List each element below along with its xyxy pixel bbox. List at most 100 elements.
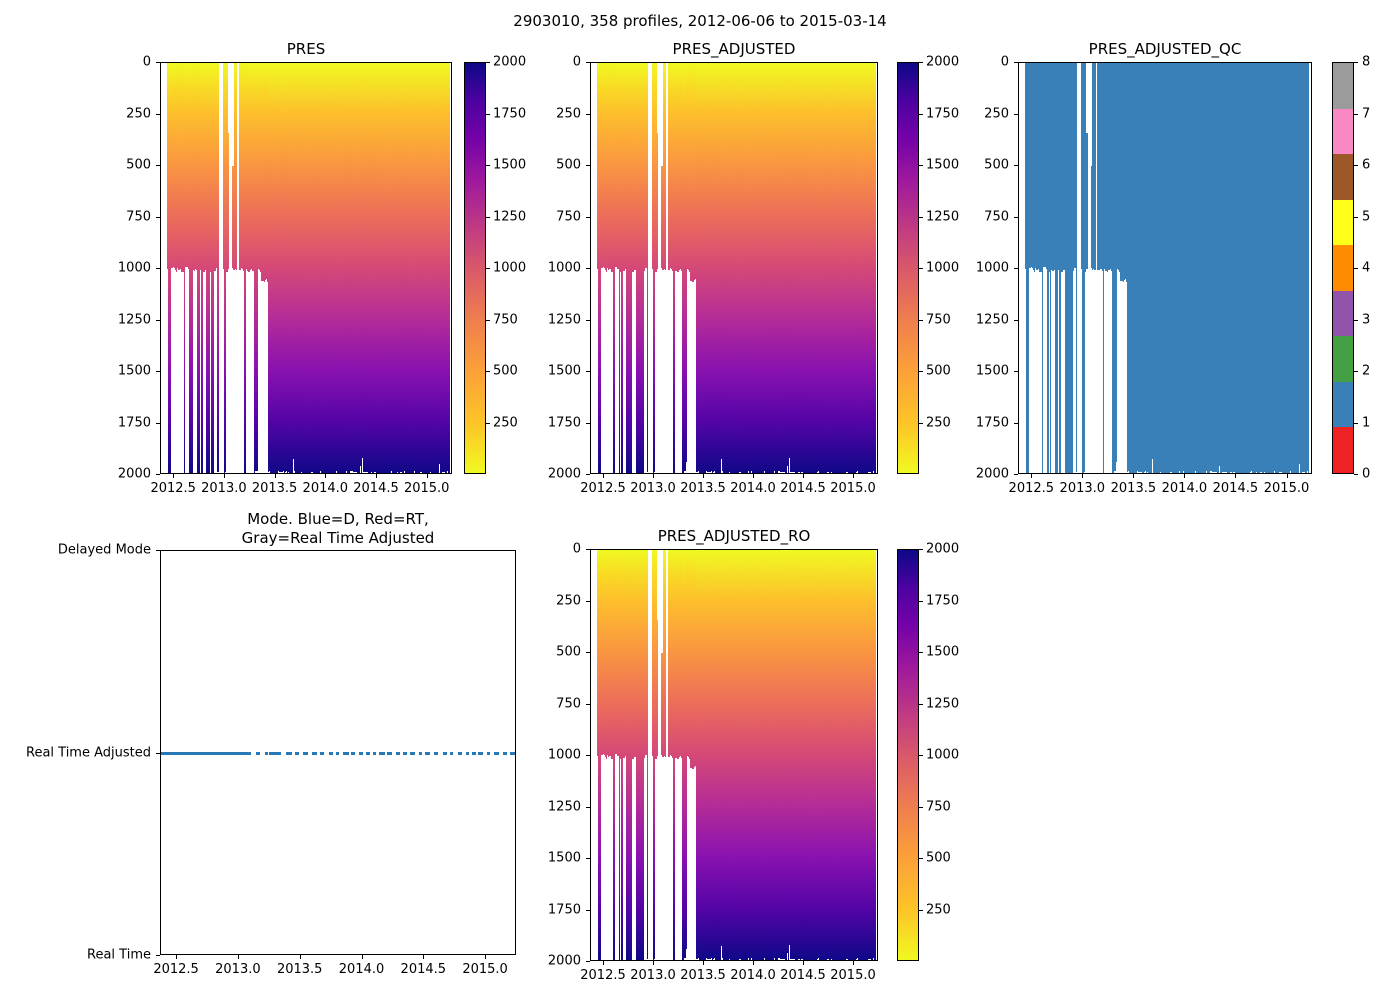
- mode-line-dash: [285, 752, 292, 755]
- colorbar-pres: [464, 62, 486, 474]
- colorbar-pres-tick: [486, 216, 490, 218]
- mode-line-dash: [410, 752, 415, 755]
- plot-pres-adjusted[interactable]: [590, 62, 878, 474]
- pres-adjusted-ytick: [586, 371, 590, 373]
- plot-pres-adjusted-qc[interactable]: [1018, 62, 1312, 474]
- pres-adjusted-ro-ytick: [586, 806, 590, 808]
- pres-xtick: [426, 474, 428, 478]
- mode-line-dash: [434, 752, 439, 755]
- pres-xticklabel: 2012.5: [150, 481, 196, 496]
- colorbar-qc-tick: [1354, 216, 1358, 218]
- heatmap-field-pres-adjusted: [591, 63, 877, 473]
- colorbar-pres-adjusted-ticklabel: 2000: [926, 54, 960, 70]
- pres-adjusted-ytick: [586, 422, 590, 424]
- pres-adjusted-ro-ytick: [586, 549, 590, 551]
- colorbar-pres-adjusted-ro-ticklabel: 2000: [926, 541, 960, 557]
- mode-line-dash: [343, 752, 349, 755]
- colorbar-pres-adjusted-tick: [919, 62, 923, 64]
- pres-adjusted-ro-yticklabel: 1500: [547, 850, 581, 866]
- pres-yticklabel: 1000: [117, 260, 151, 276]
- pres-adjusted-xtick: [703, 474, 705, 478]
- pres-adjusted-ro-xticklabel: 2012.5: [580, 968, 626, 983]
- pres-adjusted-qc-xtick: [1082, 474, 1084, 478]
- colorbar-qc-tick: [1354, 371, 1358, 373]
- panel-title-pres-adjusted-qc: PRES_ADJUSTED_QC: [1088, 40, 1242, 58]
- plot-pres-adjusted-ro[interactable]: [590, 549, 878, 961]
- pres-adjusted-ro-ytick: [586, 909, 590, 911]
- pres-adjusted-ro-xticklabel: 2014.0: [730, 968, 776, 983]
- mode-line-dash: [320, 752, 325, 755]
- pres-adjusted-xticklabel: 2014.0: [730, 481, 776, 496]
- pres-ytick: [156, 165, 160, 167]
- pres-adjusted-qc-xtick: [1235, 474, 1237, 478]
- mode-line-dash: [465, 752, 470, 755]
- pres-adjusted-qc-xticklabel: 2014.5: [1212, 481, 1259, 496]
- pres-yticklabel: 500: [126, 157, 151, 173]
- mode-line-dash: [457, 752, 463, 755]
- mode-line-dash: [418, 752, 423, 755]
- colorbar-pres-ticklabel: 500: [493, 363, 518, 379]
- pres-adjusted-ro-yticklabel: 500: [556, 644, 581, 660]
- plot-pres[interactable]: [160, 62, 452, 474]
- pres-yticklabel: 750: [126, 209, 151, 224]
- pres-adjusted-ytick: [586, 62, 590, 64]
- pres-adjusted-qc-ytick: [1014, 62, 1018, 64]
- mode-line-dash: [247, 752, 252, 755]
- colorbar-pres-tick: [486, 113, 490, 115]
- pres-yticklabel: 0: [142, 54, 151, 70]
- colorbar-pres-adjusted-tick: [919, 216, 923, 218]
- mode-xtick: [237, 955, 239, 959]
- pres-adjusted-ro-ytick: [586, 961, 590, 963]
- colorbar-pres-tick: [486, 165, 490, 167]
- mode-xtick: [299, 955, 301, 959]
- mode-line-dash: [449, 752, 454, 755]
- pres-adjusted-ro-yticklabel: 1250: [547, 799, 581, 814]
- pres-adjusted-yticklabel: 1500: [547, 363, 581, 379]
- mode-ytick: [156, 752, 160, 754]
- pres-ytick: [156, 216, 160, 218]
- panel-title-pres-adjusted: PRES_ADJUSTED: [672, 40, 796, 58]
- mode-line-dash: [264, 752, 268, 755]
- colorbar-pres-adjusted-ticklabel: 1500: [926, 157, 960, 173]
- pres-adjusted-qc-xticklabel: 2014.0: [1161, 481, 1208, 496]
- pres-adjusted-ro-yticklabel: 250: [556, 593, 581, 608]
- colorbar-pres-adjusted-ro-tick: [919, 858, 923, 860]
- pres-adjusted-xtick: [803, 474, 805, 478]
- pres-adjusted-ytick: [586, 474, 590, 476]
- pres-adjusted-qc-yticklabel: 0: [1000, 54, 1009, 70]
- qc-band-2: [1333, 336, 1353, 382]
- plot-mode[interactable]: [160, 550, 516, 955]
- colorbar-pres-tick: [486, 371, 490, 373]
- colorbar-pres-adjusted-ticklabel: 1250: [926, 209, 960, 224]
- colorbar-pres-tick: [486, 319, 490, 321]
- colorbar-pres-adjusted-tick: [919, 165, 923, 167]
- colorbar-pres-ticklabel: 1000: [493, 260, 527, 276]
- colorbar-pres-adjusted-ro-tick: [919, 652, 923, 654]
- colorbar-pres-ticklabel: 2000: [493, 54, 527, 70]
- mode-line-dash: [278, 752, 282, 755]
- mode-line-dash: [335, 752, 340, 755]
- colorbar-qc-ticklabel: 2: [1362, 363, 1371, 379]
- pres-ytick: [156, 474, 160, 476]
- colorbar-pres-adjusted-ro-tick: [919, 755, 923, 757]
- pres-xtick: [173, 474, 175, 478]
- pres-adjusted-yticklabel: 2000: [547, 466, 581, 482]
- mode-xtick: [176, 955, 178, 959]
- pres-adjusted-qc-xtick: [1184, 474, 1186, 478]
- pres-ytick: [156, 319, 160, 321]
- mode-line-dash: [365, 752, 371, 755]
- colorbar-qc-ticklabel: 6: [1362, 157, 1371, 173]
- qc-band-0: [1333, 427, 1353, 473]
- pres-adjusted-xticklabel: 2014.5: [780, 481, 826, 496]
- pres-adjusted-ro-xtick: [603, 961, 605, 965]
- colorbar-pres-adjusted-tick: [919, 371, 923, 373]
- colorbar-qc: [1332, 62, 1354, 474]
- mode-xticklabel: 2015.0: [462, 962, 508, 977]
- pres-adjusted-qc-ytick: [1014, 216, 1018, 218]
- colorbar-qc-tick: [1354, 319, 1358, 321]
- colorbar-pres-tick: [486, 268, 490, 270]
- panel-title-mode-line2: Gray=Real Time Adjusted: [241, 529, 435, 547]
- colorbar-qc-ticklabel: 7: [1362, 106, 1371, 121]
- pres-xticklabel: 2013.0: [201, 481, 247, 496]
